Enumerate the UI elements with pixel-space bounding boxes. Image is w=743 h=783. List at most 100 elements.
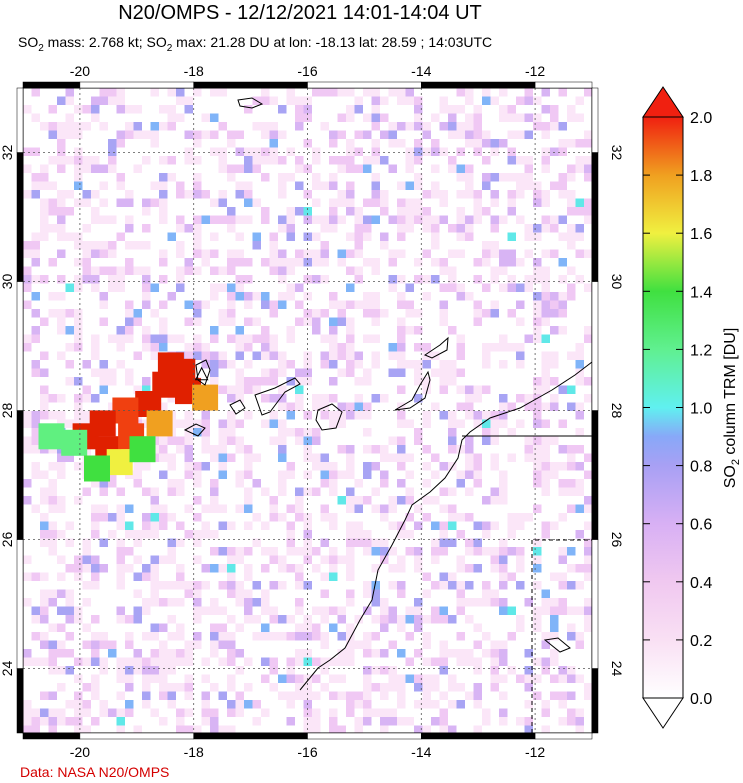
so2-pixel	[176, 241, 185, 250]
so2-pixel	[499, 343, 508, 352]
so2-pixel	[465, 215, 474, 224]
so2-pixel	[320, 462, 329, 471]
so2-pixel	[244, 564, 253, 573]
so2-pixel	[541, 521, 550, 530]
frame-bar-segment	[79, 81, 194, 89]
so2-pixel	[116, 691, 125, 700]
so2-pixel	[150, 666, 159, 675]
so2-pixel	[371, 487, 380, 496]
so2-pixel	[524, 88, 533, 97]
so2-pixel	[405, 606, 414, 615]
so2-pixel	[227, 453, 236, 462]
so2-pixel	[278, 479, 287, 488]
so2-pixel	[125, 683, 134, 692]
so2-pixel	[91, 530, 100, 539]
so2-pixel	[159, 657, 168, 666]
so2-pixel	[354, 538, 363, 547]
so2-pixel	[337, 258, 346, 267]
so2-pixel	[456, 555, 465, 564]
so2-pixel	[439, 504, 448, 513]
so2-pixel	[346, 411, 355, 420]
so2-pixel	[397, 479, 406, 488]
so2-pixel	[380, 241, 389, 250]
so2-pixel	[159, 181, 168, 190]
so2-pixel	[575, 402, 584, 411]
so2-pixel	[414, 606, 423, 615]
so2-pixel	[312, 632, 321, 641]
so2-pixel	[329, 521, 338, 530]
so2-pixel	[261, 394, 270, 403]
so2-pixel	[329, 181, 338, 190]
volcano-triangle-icon	[194, 366, 209, 381]
so2-pixel	[431, 657, 440, 666]
so2-pixel	[363, 156, 372, 165]
so2-pixel	[108, 640, 117, 649]
so2-pixel	[346, 453, 355, 462]
so2-pixel	[48, 394, 57, 403]
so2-pixel	[575, 164, 584, 173]
so2-pixel	[261, 351, 270, 360]
so2-pixel	[499, 266, 508, 275]
so2-pixel	[31, 181, 40, 190]
so2-pixel	[218, 581, 227, 590]
so2-pixel	[422, 130, 431, 139]
so2-pixel	[363, 198, 372, 207]
so2-pixel	[210, 598, 219, 607]
so2-pixel	[74, 283, 83, 292]
so2-pixel	[329, 419, 338, 428]
so2-pixel	[371, 504, 380, 513]
so2-pixel	[414, 207, 423, 216]
so2-pixel	[295, 164, 304, 173]
so2-pixel	[167, 649, 176, 658]
so2-pixel	[363, 300, 372, 309]
so2-pixel	[414, 96, 423, 105]
so2-pixel	[482, 309, 491, 318]
so2-pixel	[74, 564, 83, 573]
island-la-gomera	[229, 399, 246, 415]
so2-pixel	[235, 445, 244, 454]
so2-pixel	[23, 479, 32, 488]
so2-pixel	[346, 555, 355, 564]
so2-pixel	[371, 198, 380, 207]
so2-pixel	[541, 249, 550, 258]
so2-pixel	[176, 649, 185, 658]
so2-pixel	[159, 598, 168, 607]
so2-pixel	[176, 266, 185, 275]
so2-pixel	[31, 147, 40, 156]
so2-pixel	[507, 547, 516, 556]
so2-pixel	[465, 394, 474, 403]
so2-pixel	[244, 275, 253, 284]
so2-pixel	[40, 122, 49, 131]
colorbar-label: SO2 column TRM [DU]	[722, 328, 742, 489]
so2-pixel	[116, 173, 125, 182]
so2-pixel	[91, 657, 100, 666]
so2-pixel	[541, 657, 550, 666]
so2-pixel	[320, 394, 329, 403]
so2-pixel	[31, 419, 40, 428]
so2-pixel	[346, 283, 355, 292]
so2-pixel	[507, 190, 516, 199]
colorbar-tick-label: 1.0	[690, 401, 712, 418]
so2-pixel	[235, 215, 244, 224]
so2-pixel	[116, 717, 125, 726]
so2-pixel	[278, 674, 287, 683]
so2-pixel	[91, 640, 100, 649]
so2-pixel	[371, 139, 380, 148]
so2-pixel	[176, 181, 185, 190]
so2-pixel	[295, 649, 304, 658]
so2-pixel	[40, 411, 49, 420]
so2-pixel	[184, 504, 193, 513]
so2-pixel	[312, 428, 321, 437]
so2-pixel	[329, 547, 338, 556]
so2-pixel	[150, 343, 159, 352]
so2-pixel	[380, 479, 389, 488]
so2-pixel	[482, 96, 491, 105]
so2-pixel	[167, 479, 176, 488]
so2-pixel	[57, 351, 66, 360]
so2-pixel	[159, 300, 168, 309]
so2-pixel	[142, 156, 151, 165]
so2-pixel	[57, 606, 66, 615]
so2-pixel	[210, 504, 219, 513]
so2-pixel	[397, 207, 406, 216]
so2-pixel	[159, 198, 168, 207]
